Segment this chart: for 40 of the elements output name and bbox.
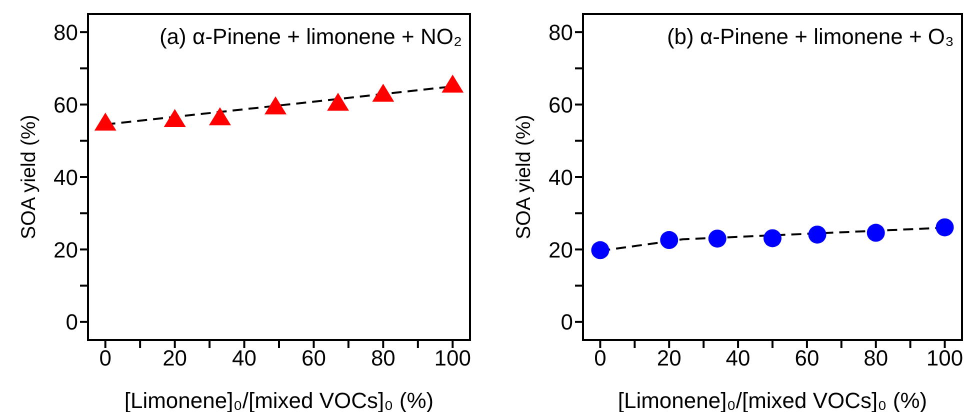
x-tick-label: 20 [162, 346, 188, 371]
y-tick-label: 60 [548, 92, 573, 118]
point [164, 109, 186, 128]
y-tick-label: 40 [548, 164, 573, 190]
x-tick-label: 40 [726, 346, 750, 371]
point [866, 224, 885, 242]
y-tick-label: 40 [54, 164, 78, 190]
y-tick-label: 80 [548, 20, 573, 45]
y-tick-label: 80 [54, 20, 78, 45]
x-tick-label: 80 [864, 346, 888, 371]
x-tick-label: 100 [434, 346, 471, 371]
x-tick-label: 0 [594, 346, 606, 371]
text: (b) α-Pinene + limonene + O₃ [666, 24, 954, 49]
x-tick-label: 60 [794, 346, 820, 371]
y-tick-label: 0 [66, 310, 78, 335]
x-tick-label: 60 [301, 346, 326, 371]
point [936, 218, 954, 236]
point [94, 112, 116, 131]
point [764, 229, 782, 248]
y-tick-label: 20 [54, 237, 78, 262]
text: (a) α-Pinene + limonene + NO₂ [159, 24, 462, 49]
x-tick-label: 80 [370, 346, 396, 371]
y-tick-label: 60 [54, 92, 78, 118]
y-tick-label: 20 [548, 237, 573, 262]
x-tick-label: 0 [99, 346, 112, 371]
point [327, 92, 350, 111]
x-tick-label: 100 [926, 346, 964, 371]
x-tick-label: 40 [232, 346, 257, 371]
x-tick-label: 20 [656, 346, 682, 371]
point [660, 231, 678, 250]
point [264, 96, 287, 114]
point [442, 74, 464, 93]
y-tick-label: 0 [560, 310, 573, 335]
point [591, 241, 610, 260]
point [372, 84, 394, 102]
y-axis-title: SOA yield (%) [513, 114, 536, 240]
point [708, 230, 726, 248]
y-axis-title: SOA yield (%) [18, 114, 40, 240]
point [208, 107, 231, 126]
point [808, 226, 826, 244]
